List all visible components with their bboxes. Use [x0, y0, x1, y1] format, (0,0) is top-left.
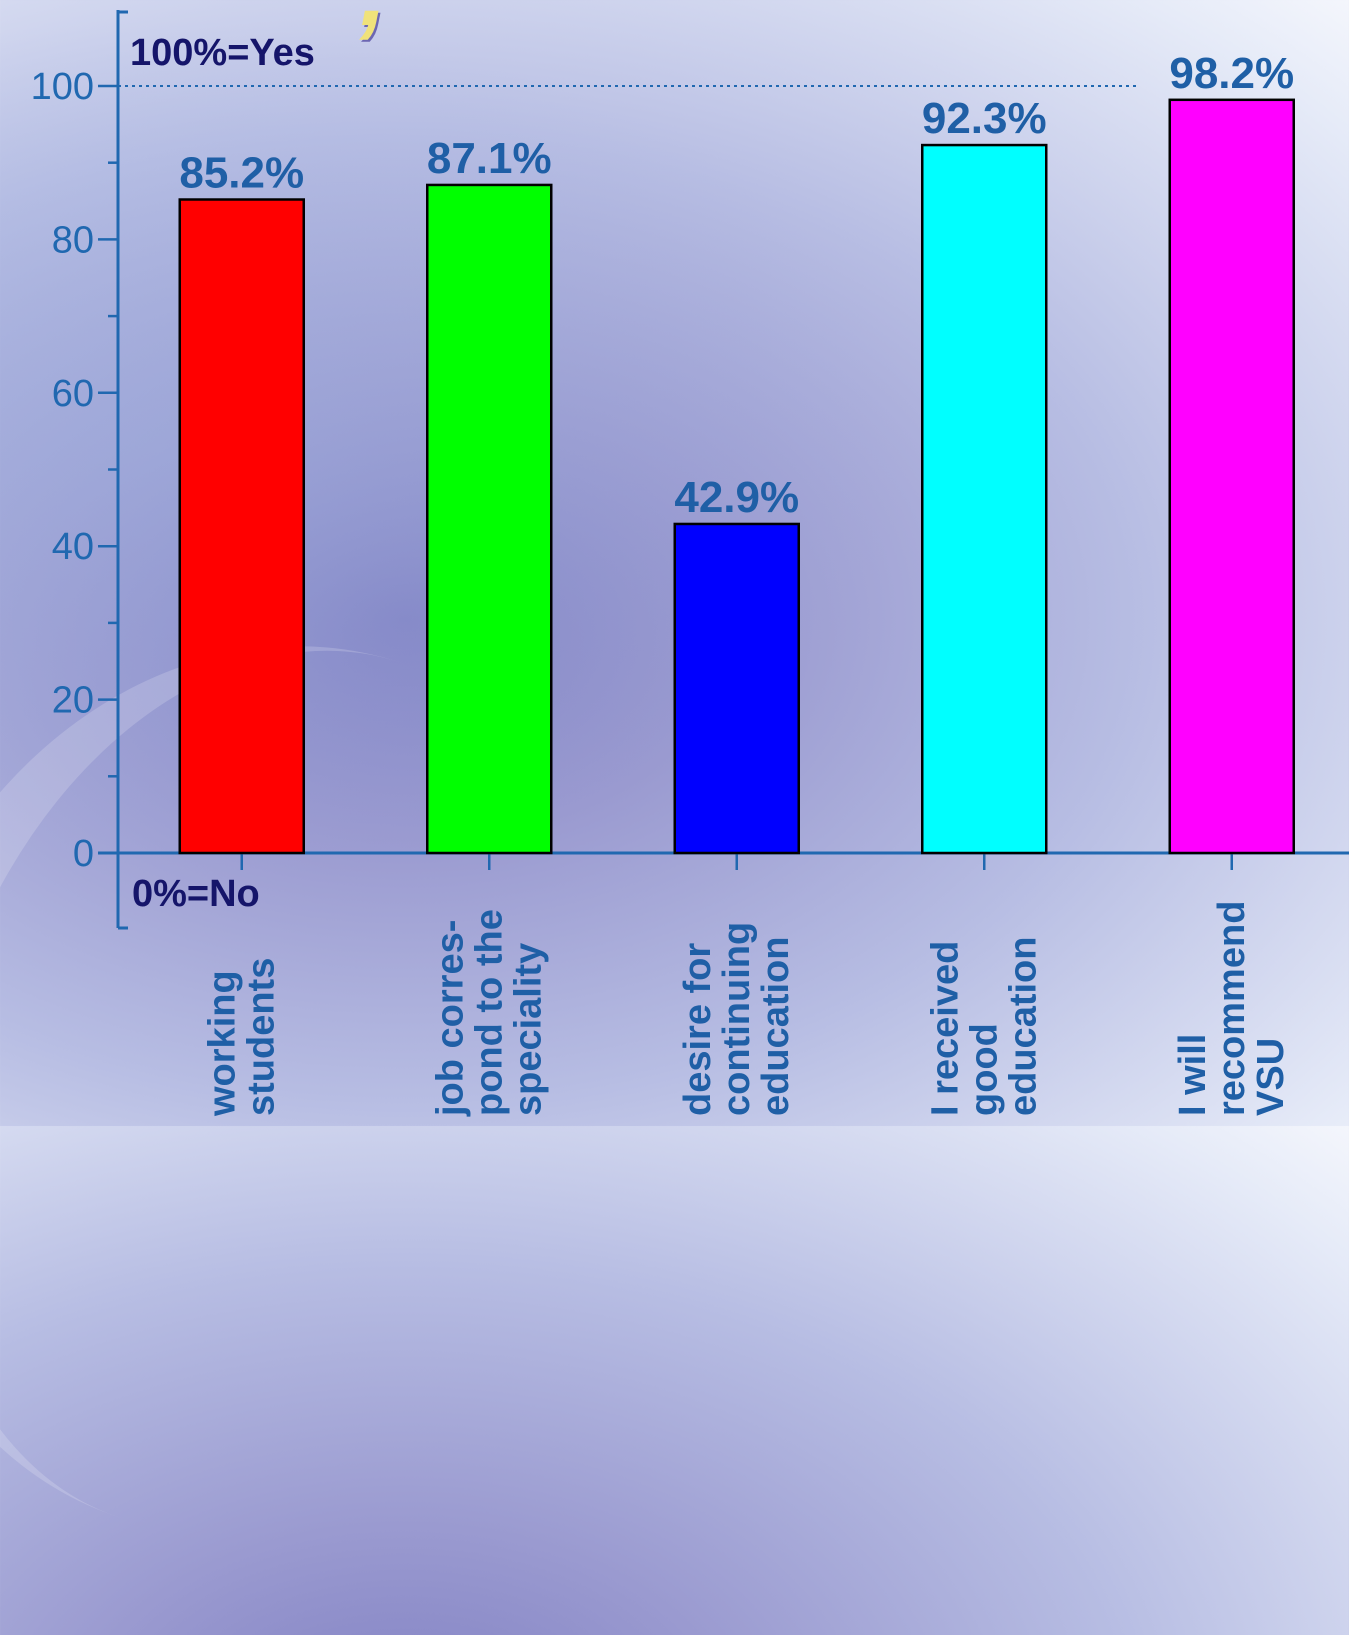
axes: 0 20 40 60 80 100: [31, 10, 1349, 930]
y-tick-label: 80: [52, 219, 94, 261]
category-label-line: recommend: [1211, 901, 1253, 1116]
y-tick-label: 40: [52, 526, 94, 568]
bar-2: [426, 183, 553, 855]
y-tick-label: 0: [73, 833, 94, 875]
bar-3: [673, 522, 800, 855]
category-label-line: good: [963, 1023, 1005, 1116]
annotation-yes: 100%=Yes: [130, 32, 315, 74]
y-tick-label: 100: [31, 66, 94, 108]
bars: [178, 98, 1295, 855]
category-label-line: I will: [1172, 1034, 1214, 1116]
category-label-line: speciality: [507, 943, 549, 1116]
annotation-no: 0%=No: [132, 873, 260, 915]
value-label-2: 87.1%: [427, 134, 552, 183]
y-tick-label: 60: [52, 373, 94, 415]
y-tick-label: 20: [52, 680, 94, 722]
title-fragment: ,: [360, 0, 395, 48]
bar-chart: 0 20 40 60 80 100 100%=Yes 0%=No 85.2% workingst…: [31, 10, 1349, 1117]
category-label-line: desire for: [677, 943, 719, 1116]
bar-4: [921, 143, 1048, 855]
category-label-line: continuing: [716, 922, 758, 1116]
category-label-line: working: [201, 970, 243, 1117]
category-label-line: students: [240, 958, 282, 1116]
category-label-line: pond to the: [468, 909, 510, 1116]
value-label-3: 42.9%: [674, 473, 799, 522]
bar-5: [1168, 98, 1295, 855]
value-label-4: 92.3%: [922, 94, 1047, 143]
value-label-5: 98.2%: [1169, 49, 1294, 98]
category-label-line: job corres-: [429, 920, 471, 1117]
category-label-line: education: [755, 937, 797, 1116]
bar-1: [178, 198, 305, 855]
value-label-1: 85.2%: [179, 149, 304, 198]
category-label-line: I received: [924, 941, 966, 1116]
category-label-line: education: [1002, 937, 1044, 1116]
category-label-line: VSU: [1250, 1038, 1292, 1116]
